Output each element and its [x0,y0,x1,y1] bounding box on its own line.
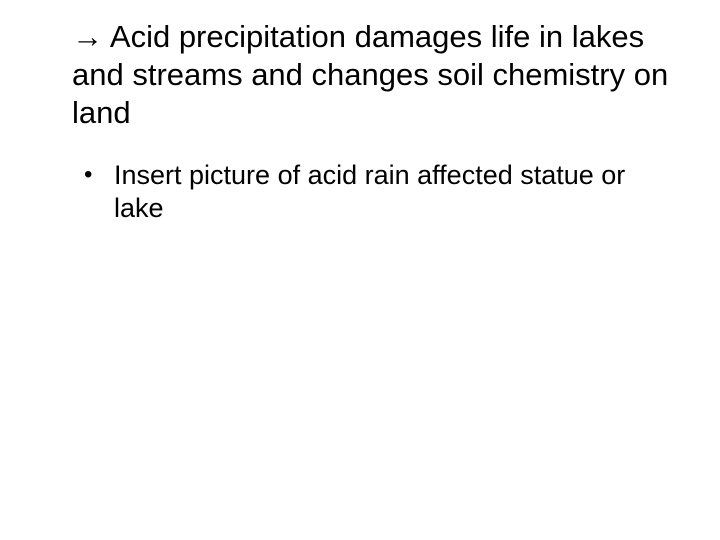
slide-title: → Acid precipitation damages life in lak… [72,18,672,131]
bullet-text: Insert picture of acid rain affected sta… [114,160,625,222]
title-text: Acid precipitation damages life in lakes… [72,19,668,130]
slide: → Acid precipitation damages life in lak… [0,0,720,540]
arrow-icon: → [72,19,103,54]
bullet-list: Insert picture of acid rain affected sta… [82,159,672,224]
list-item: Insert picture of acid rain affected sta… [82,159,672,224]
